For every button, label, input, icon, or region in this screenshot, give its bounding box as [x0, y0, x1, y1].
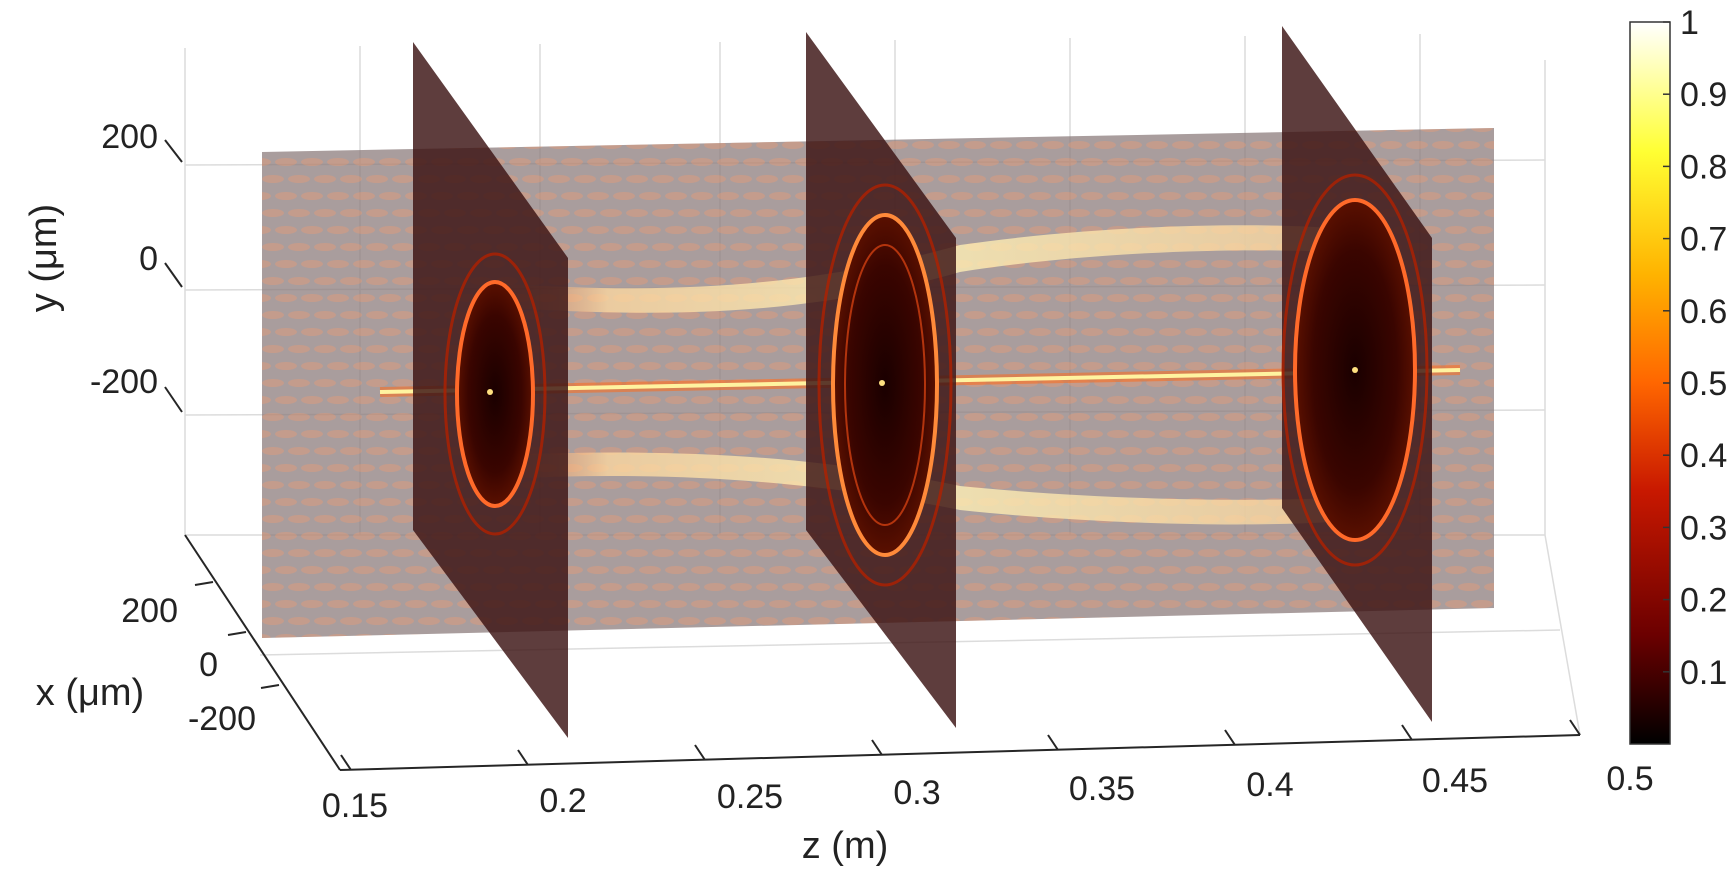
y-tick-0: 0	[139, 240, 158, 278]
colorbar-tick-label: 0.4	[1680, 437, 1727, 475]
z-axis-ticks: 0.15 0.2 0.25 0.3 0.35 0.4 0.45 0.5	[322, 719, 1654, 825]
x-axis-title: x (μm)	[36, 672, 144, 714]
z-tick-0.5: 0.5	[1569, 719, 1654, 798]
transverse-slice-z-0.45	[1281, 26, 1432, 722]
z-tick-0.15: 0.15	[322, 754, 388, 825]
colorbar-tick-label: 0.1	[1680, 654, 1727, 692]
x-axis-ticks: 200 0 -200	[121, 581, 280, 738]
transverse-slice-z-0.31	[806, 32, 956, 728]
colorbar-tick-label: 0.3	[1680, 509, 1727, 547]
colorbar-tick-label: 0.8	[1680, 148, 1727, 186]
z-tick-label: 0.3	[893, 774, 940, 812]
x-tick-0: 0	[199, 646, 218, 684]
transverse-slice-z-0.2	[413, 42, 568, 738]
z-tick-label: 0.45	[1422, 762, 1488, 800]
z-tick-0.35: 0.35	[1047, 734, 1135, 808]
colorbar-tick-label: 0.5	[1680, 365, 1727, 403]
colorbar-tick-label: 1	[1680, 4, 1699, 42]
z-tick-label: 0.25	[717, 778, 783, 816]
colorbar-tick-label: 0.2	[1680, 582, 1727, 620]
z-tick-label: 0.4	[1246, 766, 1293, 804]
colorbar-tick-label: 0.9	[1680, 76, 1727, 114]
y-tick-200: 200	[101, 118, 158, 156]
z-tick-0.4: 0.4	[1224, 729, 1294, 804]
x-tick-neg-200: -200	[188, 700, 256, 738]
colorbar-tick-label: 0.6	[1680, 293, 1727, 331]
z-axis-title: z (m)	[802, 825, 889, 867]
z-tick-label: 0.35	[1069, 770, 1135, 808]
z-tick-label: 0.15	[322, 787, 388, 825]
axis-lines	[184, 534, 1581, 771]
y-tick-neg-200: -200	[90, 363, 158, 401]
z-tick-label: 0.5	[1606, 760, 1653, 798]
y-axis-ticks: 200 0 -200	[90, 118, 183, 413]
z-tick-label: 0.2	[539, 782, 586, 820]
y-axis-title: y (μm)	[23, 204, 65, 312]
z-tick-0.25: 0.25	[694, 744, 783, 816]
z-tick-0.45: 0.45	[1401, 724, 1488, 800]
x-tick-200: 200	[121, 592, 178, 630]
colorbar-tick-label: 0.7	[1680, 221, 1727, 259]
z-tick-0.3: 0.3	[871, 739, 941, 812]
colorbar-ticks: 0.1 0.2 0.3 0.4 0.5 0.6 0.7 0.8 0.9 1	[1663, 4, 1727, 692]
z-tick-0.2: 0.2	[517, 749, 587, 820]
colorbar: 0.1 0.2 0.3 0.4 0.5 0.6 0.7 0.8 0.9 1	[1629, 4, 1727, 745]
